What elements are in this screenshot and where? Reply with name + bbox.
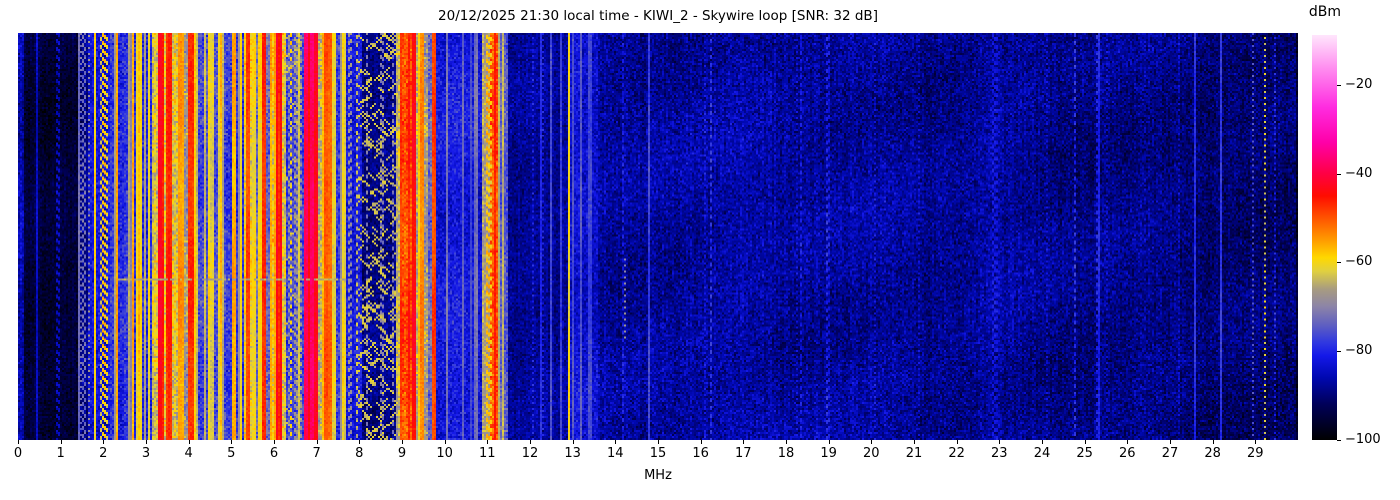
x-tick: [999, 440, 1001, 444]
colorbar-tick: [1337, 84, 1341, 86]
colorbar-gradient: [1312, 35, 1337, 440]
x-tick: [828, 440, 830, 444]
x-tick-label: 10: [436, 446, 453, 461]
x-tick-label: 3: [141, 446, 151, 461]
x-tick-label: 26: [1119, 446, 1136, 461]
x-tick-label: 28: [1204, 446, 1221, 461]
x-tick: [103, 440, 105, 444]
x-tick: [231, 440, 233, 444]
colorbar-tick-label: −60: [1345, 254, 1373, 270]
x-tick-label: 14: [607, 446, 624, 461]
x-tick-label: 1: [56, 446, 65, 461]
x-tick: [1170, 440, 1171, 444]
x-tick-label: 2: [99, 446, 108, 461]
colorbar-tick: [1337, 173, 1341, 175]
x-tick: [572, 440, 574, 444]
colorbar-tick: [1337, 351, 1341, 353]
x-tick-label: 17: [735, 446, 752, 461]
x-tick-label: 6: [269, 446, 279, 461]
x-tick: [1084, 440, 1086, 444]
x-tick: [956, 440, 958, 444]
x-tick: [402, 440, 403, 444]
x-tick-label: 24: [1033, 446, 1051, 461]
x-tick-label: 27: [1161, 446, 1179, 461]
x-tick: [487, 440, 489, 444]
x-tick: [1127, 440, 1129, 444]
x-tick: [1042, 440, 1043, 444]
x-tick: [871, 440, 873, 444]
x-tick-label: 20: [863, 446, 880, 461]
spectrogram-waterfall-canvas: [18, 33, 1298, 440]
colorbar-tick-label: −80: [1345, 343, 1373, 359]
x-tick-label: 8: [355, 446, 364, 461]
x-tick-label: 19: [820, 446, 837, 461]
colorbar-tick: [1337, 262, 1341, 264]
x-tick: [743, 440, 745, 444]
x-tick: [274, 440, 275, 444]
x-tick-label: 25: [1076, 446, 1093, 461]
x-tick-label: 11: [479, 446, 496, 461]
colorbar-tick-label: −40: [1345, 165, 1373, 181]
x-tick: [359, 440, 361, 444]
x-tick: [1212, 440, 1214, 444]
x-tick: [615, 440, 617, 444]
x-tick: [658, 440, 659, 444]
x-tick-label: 29: [1247, 446, 1264, 461]
x-tick-label: 5: [227, 446, 236, 461]
x-tick-label: 16: [692, 446, 709, 461]
x-tick-label: 7: [312, 446, 321, 461]
x-tick: [60, 440, 62, 444]
x-tick: [700, 440, 702, 444]
x-tick: [530, 440, 531, 444]
x-tick: [18, 440, 19, 444]
x-tick-label: 0: [13, 446, 23, 461]
colorbar-unit-label: dBm: [1308, 4, 1342, 20]
x-tick-label: 13: [564, 446, 581, 461]
x-tick-label: 4: [184, 446, 193, 461]
x-tick-label: 23: [991, 446, 1008, 461]
colorbar-tick-label: −100: [1345, 432, 1381, 447]
x-tick: [1255, 440, 1257, 444]
x-tick-label: 15: [649, 446, 667, 461]
chart-title: 20/12/2025 21:30 local time - KIWI_2 - S…: [438, 8, 878, 24]
x-tick-label: 22: [948, 446, 965, 461]
x-tick: [786, 440, 787, 444]
x-axis-unit-label: MHz: [644, 468, 672, 483]
x-tick-label: 9: [397, 446, 407, 461]
x-tick: [444, 440, 446, 444]
x-tick: [188, 440, 190, 444]
x-tick: [914, 440, 915, 444]
x-tick-label: 18: [777, 446, 795, 461]
x-tick-label: 21: [905, 446, 923, 461]
x-tick: [316, 440, 318, 444]
x-tick: [146, 440, 147, 444]
colorbar-tick-label: −20: [1345, 76, 1373, 92]
colorbar-tick: [1337, 440, 1341, 441]
x-tick-label: 12: [521, 446, 539, 461]
